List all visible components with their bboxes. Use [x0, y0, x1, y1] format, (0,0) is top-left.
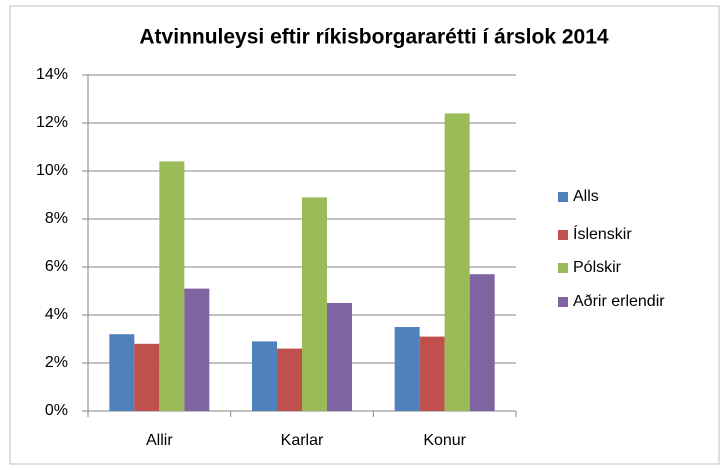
bar — [134, 343, 160, 411]
bar — [184, 288, 210, 411]
bar — [302, 197, 327, 411]
y-tick-label: 10% — [36, 162, 68, 179]
y-tick-label: 8% — [45, 210, 68, 227]
legend-label: Pólskir — [573, 259, 622, 276]
bar — [327, 303, 352, 411]
y-tick-label: 12% — [36, 114, 68, 131]
legend-swatch — [558, 230, 568, 240]
y-tick-label: 2% — [45, 354, 68, 371]
legend-swatch — [558, 192, 568, 202]
bar — [394, 327, 420, 411]
legend-label: Íslenskir — [573, 224, 632, 243]
legend-swatch — [558, 297, 568, 307]
chart-title: Atvinnuleysi eftir ríkisborgararétti í á… — [139, 26, 609, 49]
bar — [419, 336, 445, 411]
legend-label: Aðrir erlendir — [573, 293, 665, 310]
x-tick-label: Konur — [423, 432, 466, 449]
y-tick-label: 4% — [45, 306, 68, 323]
x-tick-label: Allir — [146, 432, 173, 449]
bar — [159, 161, 185, 411]
bar — [469, 274, 495, 411]
legend-swatch — [558, 263, 568, 273]
bar — [277, 348, 302, 411]
y-tick-label: 6% — [45, 258, 68, 275]
x-tick-label: Karlar — [281, 432, 324, 449]
legend-label: Alls — [573, 188, 599, 205]
y-tick-label: 14% — [36, 66, 68, 83]
y-tick-label: 0% — [45, 402, 68, 419]
bar — [444, 113, 470, 412]
bar — [252, 341, 277, 411]
bar — [109, 334, 135, 411]
